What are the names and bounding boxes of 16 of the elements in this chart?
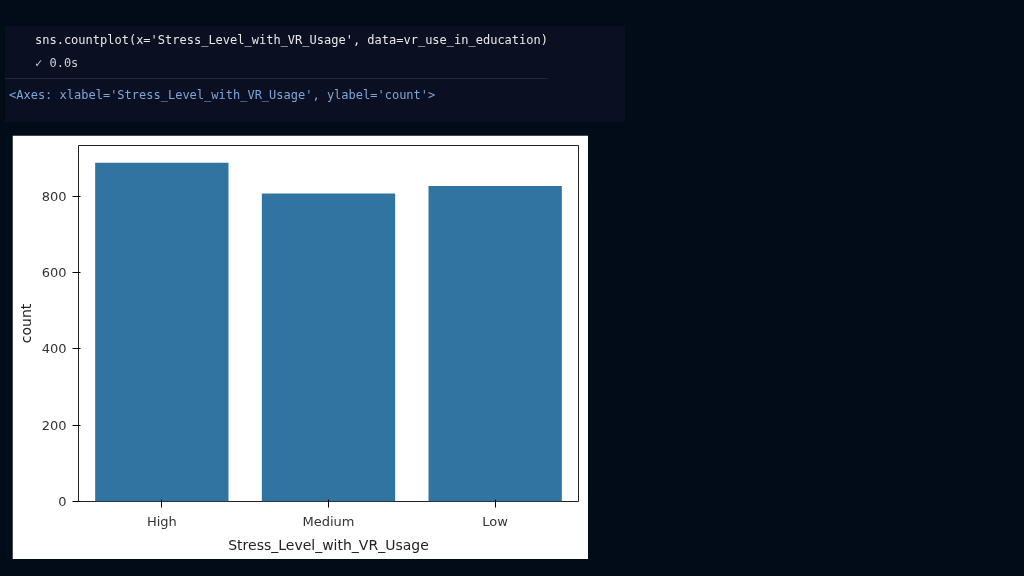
bar [261,193,396,502]
text: ✓ 0.0s [34,55,80,73]
bar [95,162,229,502]
x-axis-title: Stress_Level_with_VR_Usage [228,536,429,553]
text: <Axes: xlabel='Stress_Level_with_VR_Usage', ylabel='count'> [5,78,548,105]
x-tick-label: Low [482,513,509,529]
y-tick-label: 400 [41,341,67,357]
y-tick-label: 600 [41,265,67,281]
y-tick-label: 800 [41,188,67,204]
bar [428,185,562,502]
x-tick-label: Medium [302,513,355,529]
y-tick-label: 200 [41,417,67,433]
text: sns.countplot(x='Stress_Level_with_VR_Usage', data=vr_use_in_education) [34,32,548,49]
y-tick-label: 0 [58,494,67,509]
x-tick-label: High [146,513,177,529]
y-axis-title: count [17,303,34,344]
